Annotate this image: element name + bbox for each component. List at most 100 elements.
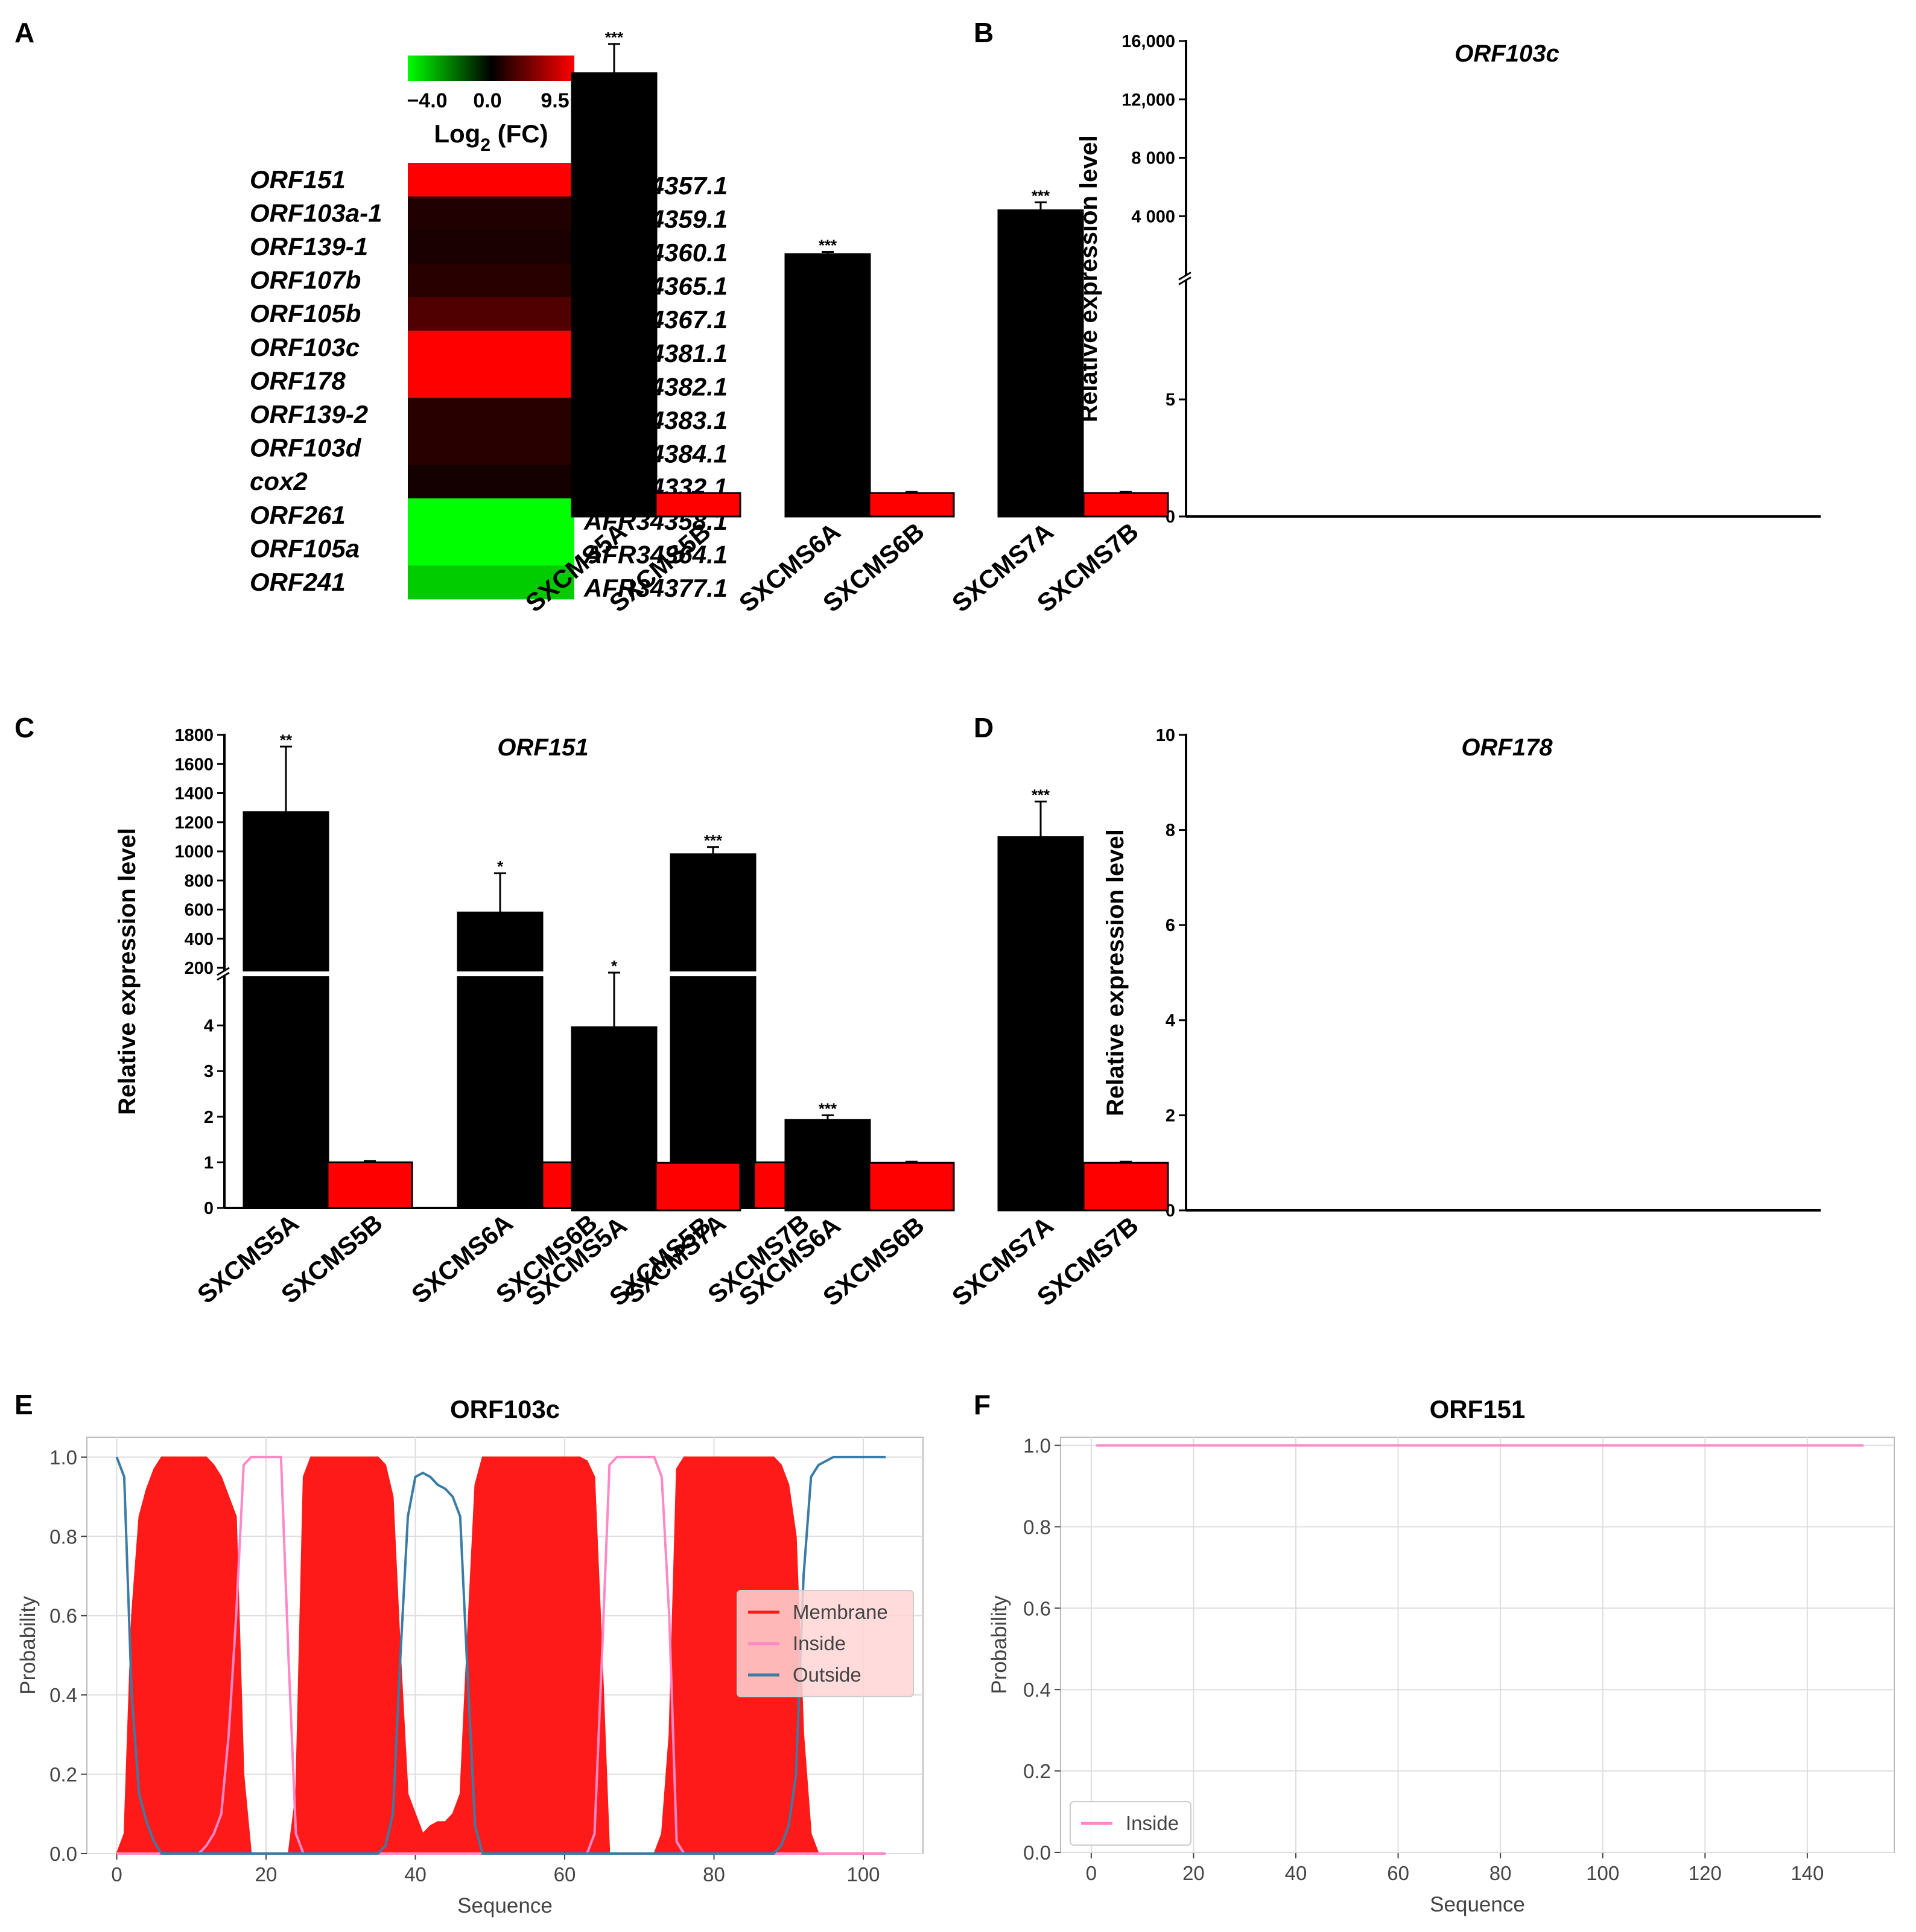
colorbar-tick-max: 9.5 bbox=[541, 89, 569, 112]
x-tick-label: 40 bbox=[404, 1863, 427, 1886]
y-tick-label: 0.6 bbox=[49, 1605, 77, 1627]
y-tick-label: 5 bbox=[1166, 390, 1175, 410]
bar-sxcms7b bbox=[1083, 493, 1168, 516]
figure: A B C D E F −4.0 0.0 9.5 Log2 (FC) ORF15… bbox=[0, 0, 1916, 1932]
bar-sxcms5a bbox=[572, 1028, 656, 1210]
legend-label-inside: Inside bbox=[1126, 1812, 1179, 1834]
x-tick-label: 60 bbox=[554, 1863, 576, 1886]
colorbar-title-suffix: (FC) bbox=[490, 119, 548, 148]
heatmap-cell-cox2 bbox=[408, 465, 574, 498]
bar-sxcms6b bbox=[869, 493, 954, 516]
heatmap-cell-orf261 bbox=[408, 498, 574, 532]
y-tick-label: 1 bbox=[204, 1153, 214, 1172]
y-tick-label: 2 bbox=[1166, 1106, 1175, 1125]
y-tick-label: 4 bbox=[1166, 1011, 1175, 1031]
gene-label: ORF139-1 bbox=[250, 232, 368, 261]
y-axis-title: Relative expression level bbox=[114, 828, 141, 1115]
bar-sxcms5a bbox=[244, 812, 328, 1208]
x-tick-label: 100 bbox=[1586, 1862, 1619, 1884]
heatmap-cell-orf107b bbox=[408, 264, 574, 297]
colorbar bbox=[408, 56, 574, 81]
significance-label: ** bbox=[280, 731, 293, 749]
panel-label-b: B bbox=[974, 17, 994, 48]
y-tick-label: 8 000 bbox=[1131, 149, 1175, 168]
significance-label: *** bbox=[704, 831, 723, 850]
heatmap-cell-orf105a bbox=[408, 532, 574, 566]
y-tick-label: 1000 bbox=[174, 842, 214, 862]
bar-sxcms7b bbox=[1083, 1163, 1168, 1210]
x-tick-label: 20 bbox=[1182, 1862, 1205, 1884]
gene-label: ORF178 bbox=[250, 366, 346, 395]
heatmap-cell-orf103a-1 bbox=[408, 197, 574, 230]
y-axis-title: Relative expression level bbox=[1102, 829, 1129, 1116]
panel-label-d: D bbox=[974, 712, 994, 743]
significance-label: *** bbox=[819, 237, 837, 255]
bar-sxcms5b bbox=[328, 1162, 412, 1208]
y-tick-label: 1.0 bbox=[1023, 1434, 1051, 1457]
axis-break-gap bbox=[1182, 276, 1817, 281]
gene-label: ORF103a-1 bbox=[250, 199, 382, 227]
topology-plot-orf103c: 0 20 40 60 80 100 0.0 0.2 0.4 0.6 0.8 1.0 Membrane In… bbox=[16, 1395, 923, 1918]
x-tick-label: 0 bbox=[111, 1863, 122, 1886]
y-tick-label: 0 bbox=[204, 1199, 214, 1218]
significance-label: * bbox=[611, 957, 618, 975]
y-tick-label: 16,000 bbox=[1121, 32, 1175, 51]
plot-frame bbox=[1061, 1437, 1894, 1852]
heatmap-cell-orf103c bbox=[408, 331, 574, 364]
heatmap-cell-orf103d bbox=[408, 431, 574, 465]
gene-label: ORF241 bbox=[250, 568, 346, 596]
y-tick-label: 8 bbox=[1166, 821, 1175, 840]
gene-label: ORF151 bbox=[250, 165, 346, 194]
gene-label: ORF103c bbox=[250, 333, 360, 361]
bar-sxcms7a bbox=[998, 211, 1083, 516]
x-tick-label: 80 bbox=[1489, 1862, 1512, 1884]
bar-sxcms5b bbox=[656, 1163, 740, 1210]
gene-label: ORF103d bbox=[250, 434, 362, 462]
gene-label: ORF105a bbox=[250, 534, 360, 562]
y-axis-title: Relative expression level bbox=[1076, 135, 1102, 422]
heatmap-cell-orf139-2 bbox=[408, 398, 574, 431]
significance-label: *** bbox=[605, 28, 624, 46]
y-tick-label: 1.0 bbox=[49, 1446, 77, 1469]
significance-label: * bbox=[497, 857, 504, 875]
x-tick-label: 140 bbox=[1791, 1862, 1824, 1884]
bar-sxcms5a bbox=[572, 73, 656, 516]
y-tick-label: 3 bbox=[204, 1062, 214, 1081]
y-tick-label: 0.4 bbox=[49, 1684, 77, 1706]
bar-sxcms7a bbox=[998, 837, 1083, 1210]
heatmap-cell-orf178 bbox=[408, 364, 574, 398]
y-tick-label: 0.2 bbox=[49, 1764, 77, 1786]
colorbar-tick-mid: 0.0 bbox=[473, 89, 501, 112]
y-tick-label: 2 bbox=[204, 1108, 214, 1127]
significance-label: *** bbox=[1032, 186, 1050, 205]
colorbar-tick-min: −4.0 bbox=[407, 89, 447, 112]
bar-sxcms6b bbox=[869, 1163, 954, 1210]
bar-sxcms6a bbox=[458, 912, 542, 1208]
x-axis-title: Sequence bbox=[457, 1894, 553, 1918]
y-tick-label: 0.0 bbox=[49, 1843, 77, 1865]
legend-label-outside: Outside bbox=[793, 1663, 861, 1686]
y-tick-label: 4 000 bbox=[1131, 207, 1175, 226]
y-tick-label: 600 bbox=[185, 901, 214, 920]
colorbar-title: Log2 (FC) bbox=[434, 119, 548, 155]
y-tick-label: 4 bbox=[204, 1017, 214, 1036]
y-tick-label: 12,000 bbox=[1121, 91, 1175, 110]
y-tick-label: 0.4 bbox=[1023, 1679, 1051, 1701]
x-tick-label: 0 bbox=[1086, 1862, 1097, 1884]
y-tick-label: 1400 bbox=[174, 784, 214, 804]
bar-sxcms6a bbox=[785, 1120, 870, 1210]
x-axis-title: Sequence bbox=[1430, 1893, 1525, 1916]
chart-title: ORF151 bbox=[497, 734, 588, 761]
axis-break-gap bbox=[221, 971, 859, 976]
x-tick-label: 60 bbox=[1387, 1862, 1409, 1884]
chart-title: ORF103c bbox=[450, 1395, 560, 1423]
panel-label-e: E bbox=[14, 1389, 33, 1420]
legend-label-inside: Inside bbox=[793, 1632, 846, 1654]
y-tick-label: 6 bbox=[1166, 916, 1175, 935]
heatmap-cell-orf105b bbox=[408, 297, 574, 331]
y-axis-title: Probability bbox=[16, 1596, 40, 1695]
bar-sxcms5b bbox=[656, 493, 740, 516]
gene-label: ORF261 bbox=[250, 501, 346, 529]
y-tick-label: 0.8 bbox=[49, 1525, 77, 1548]
